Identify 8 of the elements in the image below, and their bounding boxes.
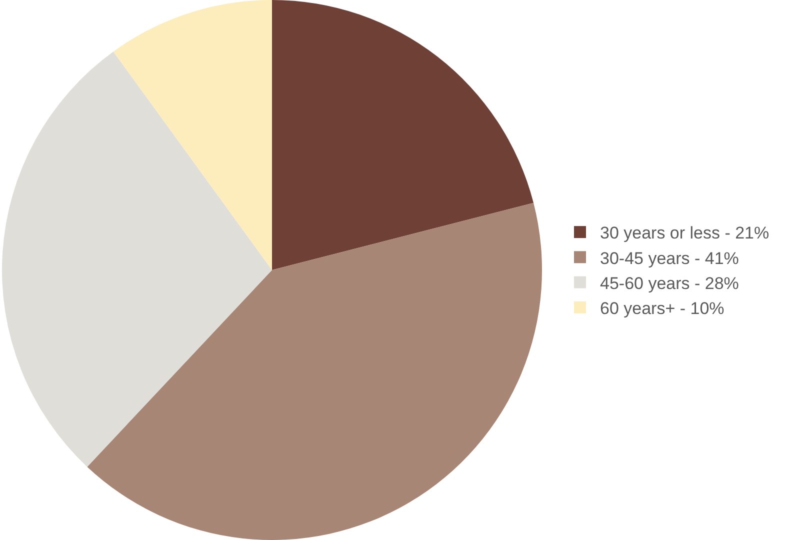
pie-slice [272,0,534,270]
legend-label: 60 years+ - 10% [600,298,724,318]
pie-slice [2,52,272,467]
legend-label: 30-45 years - 41% [600,248,739,268]
pie-slice [87,202,542,540]
legend-label: 45-60 years - 28% [600,274,739,293]
pie-slice [113,0,272,270]
legend-label: 30 years or less - 21% [600,224,770,243]
